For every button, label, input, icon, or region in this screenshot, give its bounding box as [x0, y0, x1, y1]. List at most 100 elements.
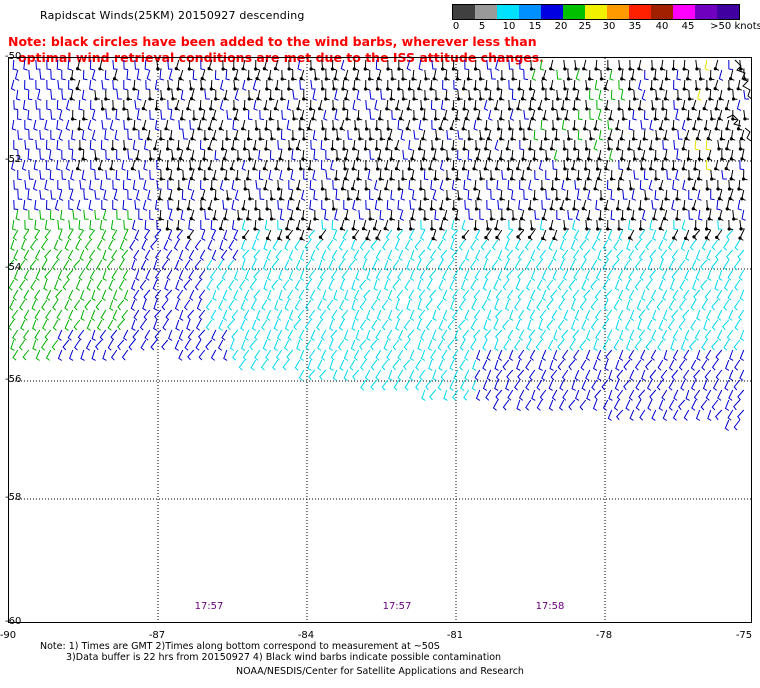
contamination-dot — [473, 187, 477, 191]
wind-barb — [18, 339, 26, 351]
wind-barb — [359, 239, 367, 251]
wind-barb — [595, 329, 602, 341]
wind-barb — [254, 349, 261, 361]
wind-barb — [234, 89, 240, 101]
contamination-dot — [277, 236, 281, 241]
wind-barb — [529, 349, 536, 361]
contamination-dot — [156, 67, 160, 71]
wind-barb — [549, 359, 554, 371]
wind-barb — [466, 169, 472, 181]
contamination-dot — [551, 107, 555, 111]
wind-barb — [85, 259, 92, 271]
wind-barb — [46, 79, 52, 91]
contamination-dot — [420, 167, 424, 171]
contamination-dot — [132, 87, 136, 91]
contamination-dot — [462, 147, 466, 151]
contamination-dot — [658, 187, 662, 191]
wind-barb — [409, 269, 415, 281]
wind-barb — [639, 269, 646, 281]
wind-barb — [67, 59, 73, 71]
wind-barb — [460, 379, 466, 391]
wind-barb — [649, 119, 654, 131]
wind-barb — [595, 309, 602, 321]
wind-barb — [268, 169, 273, 181]
contamination-dot — [189, 167, 193, 171]
wind-barb — [147, 189, 152, 201]
contamination-dot — [649, 87, 654, 91]
wind-barb — [132, 219, 137, 231]
wind-barb — [370, 239, 378, 251]
wind-barb — [23, 289, 30, 301]
wind-barb — [37, 89, 42, 101]
contamination-dot — [681, 167, 685, 171]
wind-barb — [127, 189, 132, 201]
wind-barb — [509, 109, 515, 121]
wind-barb — [134, 199, 140, 210]
wind-barb — [17, 109, 22, 121]
wind-barb — [17, 189, 23, 200]
wind-barb — [146, 69, 152, 81]
wind-barb — [14, 69, 20, 81]
wind-barb — [222, 199, 228, 210]
contamination-dot — [246, 177, 250, 181]
wind-barb — [348, 259, 356, 271]
wind-barb — [403, 319, 411, 331]
wind-barb — [135, 269, 140, 281]
contamination-dot — [378, 117, 382, 121]
contamination-dot — [223, 97, 227, 101]
contamination-dot — [541, 217, 545, 221]
wind-barb — [57, 329, 63, 341]
wind-barb — [83, 209, 89, 220]
contamination-dot — [287, 167, 291, 171]
contamination-dot — [573, 147, 577, 151]
wind-barb — [53, 239, 59, 251]
wind-barb — [11, 309, 19, 321]
wind-barb — [201, 229, 206, 241]
contamination-dot — [211, 137, 215, 141]
contamination-dot — [295, 227, 300, 231]
wind-barb — [556, 210, 561, 221]
contamination-dot — [661, 167, 665, 171]
contamination-dot — [655, 137, 659, 141]
wind-barb — [462, 329, 470, 341]
wind-barb — [397, 119, 402, 131]
wind-barb — [407, 329, 415, 341]
wind-barb — [226, 109, 232, 120]
contamination-dot — [231, 147, 235, 151]
wind-barb — [22, 99, 28, 111]
contamination-dot — [430, 227, 434, 231]
contamination-dot — [234, 137, 238, 141]
wind-barb — [298, 369, 305, 381]
contamination-dot — [307, 227, 311, 231]
wind-barb — [19, 259, 26, 271]
wind-barb — [366, 269, 371, 281]
wind-barb — [137, 89, 142, 101]
wind-barb — [733, 339, 741, 351]
contamination-dot — [506, 207, 510, 211]
wind-barb — [190, 189, 196, 201]
contamination-dot — [652, 217, 656, 221]
wind-barb — [638, 79, 643, 91]
wind-barb — [391, 109, 397, 120]
contamination-dot — [616, 147, 620, 151]
wind-barb — [695, 249, 701, 261]
wind-barb — [11, 219, 17, 231]
wind-barb — [144, 219, 150, 231]
wind-barb — [649, 269, 657, 281]
contamination-dot — [212, 217, 216, 221]
wind-barb — [167, 59, 173, 70]
contamination-dot — [200, 77, 204, 81]
contamination-dot — [221, 67, 225, 71]
wind-barb — [27, 149, 33, 161]
wind-barb — [50, 69, 56, 80]
wind-barb — [299, 269, 305, 281]
contamination-dot — [180, 117, 184, 121]
wind-barb — [453, 369, 459, 381]
wind-barb — [266, 269, 272, 281]
contamination-dot — [476, 117, 480, 121]
wind-barb — [386, 269, 393, 281]
contamination-dot — [475, 157, 479, 161]
wind-barb — [697, 89, 702, 101]
wind-barb — [61, 149, 66, 161]
contamination-dot — [659, 67, 664, 71]
